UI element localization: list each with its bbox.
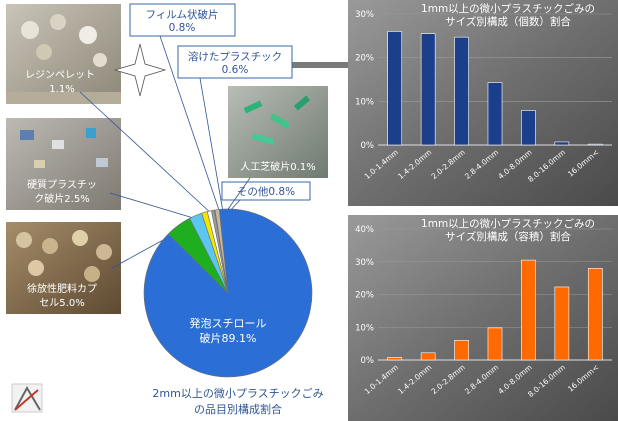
turf-shape [293,95,311,111]
fragment-shape [20,130,34,140]
bar [387,31,403,146]
pie-caption-line2: の品目別構成割合 [194,402,282,416]
bar [587,267,603,361]
callout-melted-box [177,45,293,79]
pie-caption-line1: 2mm以上の微小プラスチックごみ [152,386,323,400]
capsule-shape [84,266,100,282]
fragment-shape [34,160,45,168]
y-tick-label: 0% [361,356,375,366]
bar [487,327,503,361]
bar [387,357,403,361]
capsule-shape [96,244,112,260]
y-tick-label: 20% [355,54,374,64]
bar [521,259,536,361]
callout-other: その他0.8% [221,181,311,201]
callout-melted-line2: 0.6% [222,64,249,76]
leader-line-resin [79,91,214,216]
callout-melted: 溶けたプラスチック 0.6% [177,45,293,79]
y-tick-label: 10% [355,97,374,107]
leader-line-turf [225,177,251,213]
artificial-turf-image [228,86,328,178]
capsule-shape [42,238,58,254]
turf-shape [251,133,275,145]
bar [487,82,503,146]
bar [587,143,603,146]
y-tick-label: 30% [355,10,374,20]
chart-title-line1: 1mm以上の微小プラスチックごみの [421,2,595,15]
sparkle-icon [113,43,167,97]
ruler-strip [6,92,121,104]
pie-chart [143,208,313,378]
bar [554,286,570,361]
chart-title-line2: サイズ別構成（個数）割合 [445,15,571,28]
pellet-shape [50,14,66,30]
callout-other-text: その他0.8% [237,185,295,198]
photo-label-fertilizer-1: 徐放性肥料カプ [27,282,97,295]
pie-slice [214,209,229,294]
connector-bar [292,62,350,68]
chart-title-line1: 1mm以上の微小プラスチックごみの [421,217,595,230]
fragment-shape [52,140,64,149]
resin-pellet-photo: レジンペレット 1.1% [6,4,121,104]
photo-label-turf: 人工芝破片0.1% [240,160,315,173]
bar [454,340,469,361]
y-tick-label: 40% [355,225,374,235]
photo-label-hard-1: 硬質プラスチッ [27,178,97,191]
bar [420,352,436,361]
y-tick-label: 20% [355,291,374,301]
capsule-shape [28,260,44,276]
pellet-shape [93,53,107,67]
y-tick-label: 10% [355,323,374,333]
pellet-shape [79,26,97,44]
pellet-shape [21,21,39,39]
photo-label-hard-2: ク破片2.5% [34,192,89,205]
callout-film-box [129,3,236,37]
fertilizer-capsule-photo: 徐放性肥料カプ セル5.0% [6,222,121,314]
leader-line-melted [199,77,224,213]
y-tick-label: 0% [361,141,375,151]
photo-label-resin-1: レジンペレット [25,70,95,81]
hard-plastic-photo: 硬質プラスチッ ク破片2.5% [6,118,121,210]
callout-film-line1: フィルム状破片 [145,8,218,21]
pellet-shape [36,44,52,60]
y-tick-label: 30% [355,258,374,268]
artificial-turf-photo: 人工芝破片0.1% [228,86,328,178]
fragment-shape [86,128,96,138]
capsule-shape [72,230,88,246]
fragment-shape [96,158,108,167]
bar [554,141,570,146]
pie-main-label-2: 破片89.1% [200,331,257,345]
callout-melted-line1: 溶けたプラスチック [188,50,282,63]
callout-film-line2: 0.8% [169,22,196,34]
photo-label-resin-2: 1.1% [49,84,74,95]
logo-icon [11,383,43,413]
pie-main-label-1: 発泡スチロール [190,316,267,330]
photo-label-fertilizer-2: セル5.0% [39,297,84,309]
capsule-shape [16,232,32,248]
leader-line-hard [109,192,201,221]
leader-line-film [159,35,221,214]
chart-title-line2: サイズ別構成（容積）割合 [445,230,571,243]
turf-shape [269,113,291,129]
bar [454,36,469,146]
turf-shape [243,100,263,114]
bar [521,110,536,146]
volume-chart-background [348,215,618,421]
callout-film: フィルム状破片 0.8% [129,3,236,37]
bar [420,33,436,146]
